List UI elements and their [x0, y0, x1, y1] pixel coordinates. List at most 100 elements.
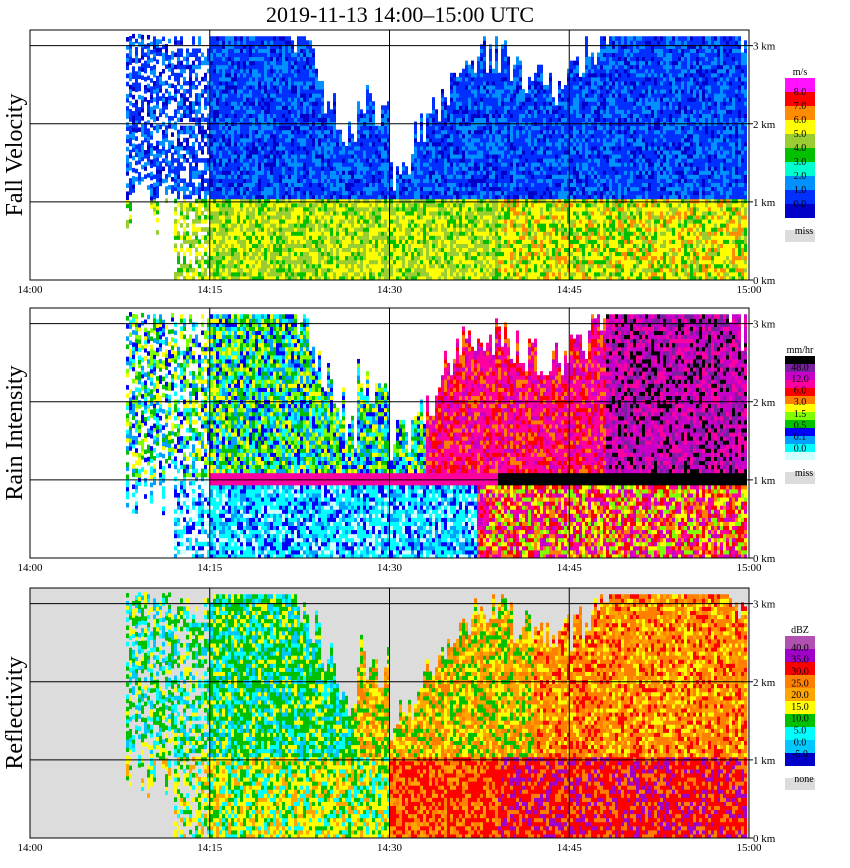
echo-cell: [231, 227, 234, 232]
echo-cell: [351, 267, 354, 273]
echo-cell: [312, 60, 315, 66]
echo-cell: [357, 166, 360, 171]
echo-cell: [279, 56, 282, 62]
echo-cell: [405, 174, 408, 179]
echo-cell: [171, 140, 174, 146]
echo-cell: [426, 174, 429, 179]
echo-cell: [309, 97, 312, 102]
echo-cell: [162, 150, 165, 155]
echo-cell: [435, 271, 438, 277]
echo-cell: [273, 56, 276, 62]
echo-cell: [210, 36, 213, 41]
echo-cell: [381, 210, 384, 216]
echo-cell: [447, 154, 450, 159]
echo-cell: [336, 210, 339, 216]
echo-cell: [228, 101, 231, 106]
echo-cell: [360, 267, 363, 273]
echo-cell: [294, 113, 297, 118]
echo-cell: [282, 64, 285, 70]
echo-cell: [252, 64, 255, 70]
echo-cell: [348, 158, 351, 163]
echo-cell: [258, 227, 261, 232]
echo-cell: [315, 243, 318, 248]
echo-cell: [210, 215, 213, 220]
echo-cell: [360, 190, 363, 196]
echo-cell: [306, 52, 309, 58]
echo-cell: [462, 137, 465, 143]
echo-cell: [219, 125, 222, 131]
echo-cell: [264, 227, 267, 232]
echo-cell: [246, 182, 249, 188]
echo-cell: [381, 166, 384, 171]
echo-cell: [462, 125, 465, 131]
echo-cell: [252, 93, 255, 98]
echo-cell: [372, 174, 375, 179]
echo-cell: [312, 56, 315, 62]
echo-cell: [189, 68, 192, 74]
echo-cell: [174, 223, 177, 228]
echo-cell: [381, 174, 384, 179]
echo-cell: [450, 105, 453, 110]
echo-cell: [246, 206, 249, 212]
echo-cell: [291, 48, 294, 53]
echo-cell: [444, 190, 447, 196]
echo-cell: [255, 227, 258, 232]
echo-cell: [297, 223, 300, 228]
echo-cell: [318, 235, 321, 240]
echo-cell: [174, 174, 177, 179]
echo-cell: [369, 223, 372, 228]
echo-cell: [204, 251, 207, 257]
echo-cell: [183, 182, 186, 188]
echo-cell: [261, 44, 264, 49]
echo-cell: [189, 85, 192, 90]
echo-cell: [276, 145, 279, 151]
echo-cell: [276, 239, 279, 244]
echo-cell: [324, 259, 327, 265]
echo-cell: [450, 267, 453, 273]
echo-cell: [201, 255, 204, 261]
echo-cell: [213, 93, 216, 98]
echo-cell: [276, 137, 279, 143]
echo-cell: [432, 101, 435, 106]
echo-cell: [204, 101, 207, 106]
echo-cell: [465, 215, 468, 220]
echo-cell: [180, 202, 183, 208]
echo-cell: [279, 259, 282, 265]
echo-cell: [231, 194, 234, 200]
echo-cell: [129, 84, 132, 90]
echo-cell: [453, 170, 456, 175]
echo-cell: [456, 251, 459, 257]
echo-cell: [231, 80, 234, 86]
echo-cell: [435, 113, 438, 118]
echo-cell: [279, 235, 282, 240]
echo-cell: [171, 67, 174, 72]
echo-cell: [213, 125, 216, 131]
echo-cell: [375, 263, 378, 269]
echo-cell: [369, 267, 372, 273]
echo-cell: [456, 231, 459, 236]
echo-cell: [174, 178, 177, 183]
echo-cell: [348, 223, 351, 228]
echo-cell: [348, 170, 351, 175]
echo-cell: [444, 198, 447, 204]
echo-cell: [345, 186, 348, 192]
echo-cell: [207, 239, 210, 244]
echo-cell: [276, 174, 279, 179]
echo-cell: [369, 97, 372, 102]
echo-cell: [210, 145, 213, 151]
echo-cell: [207, 113, 210, 118]
echo-cell: [441, 93, 444, 98]
echo-cell: [336, 162, 339, 167]
echo-cell: [402, 263, 405, 269]
echo-cell: [354, 162, 357, 167]
echo-cell: [303, 125, 306, 131]
echo-cell: [294, 247, 297, 253]
echo-cell: [249, 44, 252, 49]
echo-cell: [405, 219, 408, 224]
echo-cell: [384, 267, 387, 273]
echo-cell: [354, 145, 357, 151]
echo-cell: [465, 239, 468, 244]
echo-cell: [243, 190, 246, 196]
echo-cell: [213, 267, 216, 273]
echo-cell: [180, 129, 183, 135]
